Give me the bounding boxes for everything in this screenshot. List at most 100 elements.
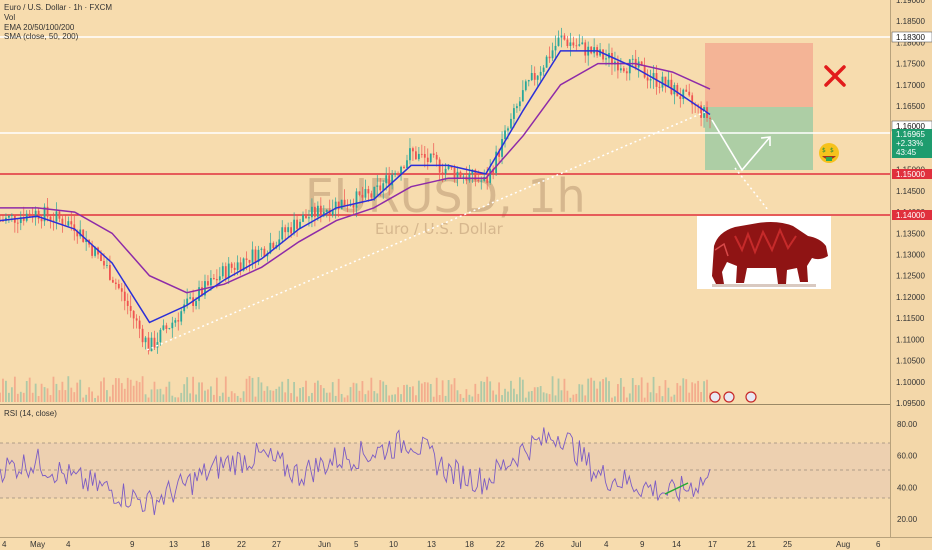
candle-body: [168, 328, 171, 329]
volume-bar: [123, 388, 126, 402]
volume-bar: [400, 394, 402, 402]
volume-bar: [254, 396, 257, 402]
ema-line: [0, 50, 711, 324]
time-tick-label: 4: [604, 540, 609, 549]
time-tick-label: 13: [169, 540, 178, 549]
ema-legend[interactable]: EMA 20/50/100/200: [4, 23, 75, 32]
svg-text:1.18300: 1.18300: [896, 33, 925, 42]
candle-body: [144, 337, 147, 343]
volume-bar: [643, 397, 646, 402]
candle-body: [198, 287, 200, 301]
volume-bar: [462, 397, 465, 402]
candle-body: [646, 77, 649, 81]
volume-bar: [703, 381, 705, 402]
volume-bar: [513, 388, 515, 402]
candle-body: [117, 284, 120, 289]
candle-body: [221, 266, 224, 277]
candle-body: [218, 276, 221, 281]
volume-bar: [700, 392, 702, 402]
candle-body: [245, 258, 248, 260]
candle-body: [76, 231, 79, 237]
volume-bar: [706, 379, 708, 402]
candle-body: [138, 320, 141, 329]
candle-body: [575, 45, 578, 47]
time-tick-label: 6: [876, 540, 881, 549]
candle-body: [210, 278, 212, 286]
volume-bar: [676, 383, 679, 402]
volume-bar: [293, 381, 296, 402]
candle-body: [709, 118, 711, 119]
candle-body: [319, 205, 322, 217]
candle-body: [554, 45, 557, 51]
price-axis[interactable]: [890, 0, 932, 550]
price-tag-top: 1.18300: [891, 31, 932, 43]
candle-body: [664, 76, 667, 87]
volume-bar: [287, 378, 290, 402]
volume-bar: [593, 380, 596, 402]
volume-bar: [302, 387, 304, 402]
volume-bar: [420, 383, 423, 402]
volume-bar: [581, 384, 584, 402]
volume-bar: [224, 376, 227, 402]
candle-body: [180, 311, 183, 322]
volume-bar: [61, 381, 64, 402]
volume-bar: [468, 394, 471, 402]
candle-body: [373, 186, 376, 198]
candle-body: [251, 249, 254, 263]
volume-bar: [397, 387, 399, 402]
candle-body: [299, 221, 301, 229]
rsi-line: [0, 427, 711, 516]
volume-bar: [85, 394, 88, 402]
candle-body: [622, 68, 625, 72]
rsi-panel[interactable]: [0, 406, 890, 537]
candle-body: [296, 219, 298, 229]
candle-body: [159, 329, 162, 343]
price-tick-label: 1.11500: [896, 314, 925, 323]
volume-bar: [316, 380, 319, 402]
time-tick-label: 13: [427, 540, 436, 549]
volume-bar: [186, 377, 189, 402]
volume-bar: [117, 378, 120, 402]
volume-bar: [548, 394, 551, 402]
rsi-tick-label: 80.00: [897, 420, 918, 429]
volume-bar: [269, 390, 272, 402]
rsi-tick-label: 60.00: [897, 452, 918, 461]
candle-body: [667, 79, 670, 87]
volume-bar: [204, 390, 206, 402]
sma-legend[interactable]: SMA (close, 50, 200): [4, 32, 79, 41]
candle-body: [572, 42, 575, 46]
volume-bar: [305, 380, 307, 402]
volume-bar: [670, 396, 673, 402]
candle-body: [602, 49, 604, 60]
volume-bar: [313, 382, 316, 402]
volume-bar: [76, 382, 79, 402]
candle-body: [103, 260, 105, 266]
candle-body: [584, 42, 587, 56]
volume-bar: [530, 391, 533, 402]
candle-body: [55, 211, 58, 222]
volume-bar: [174, 397, 177, 402]
sma-line: [0, 62, 711, 294]
volume-bar: [192, 376, 194, 402]
volume-bar: [55, 383, 58, 402]
candle-body: [412, 148, 414, 152]
candle-body: [670, 79, 673, 95]
symbol-title[interactable]: Euro / U.S. Dollar · 1h · FXCM: [4, 3, 113, 12]
candle-body: [617, 61, 619, 71]
volume-bar: [617, 384, 619, 402]
volume-bars: [0, 376, 711, 402]
volume-bar: [94, 397, 96, 402]
candle-body: [281, 227, 284, 240]
volume-bar: [602, 378, 604, 402]
volume-bar: [58, 390, 61, 402]
rsi-band: [0, 443, 890, 498]
volume-bar: [284, 392, 287, 402]
vol-legend[interactable]: Vol: [4, 13, 16, 22]
volume-bar: [388, 395, 391, 402]
candle-body: [260, 248, 263, 250]
economic-event-icons[interactable]: [709, 391, 757, 403]
volume-bar: [278, 386, 281, 402]
volume-bar: [367, 390, 370, 402]
volume-bar: [596, 388, 599, 402]
